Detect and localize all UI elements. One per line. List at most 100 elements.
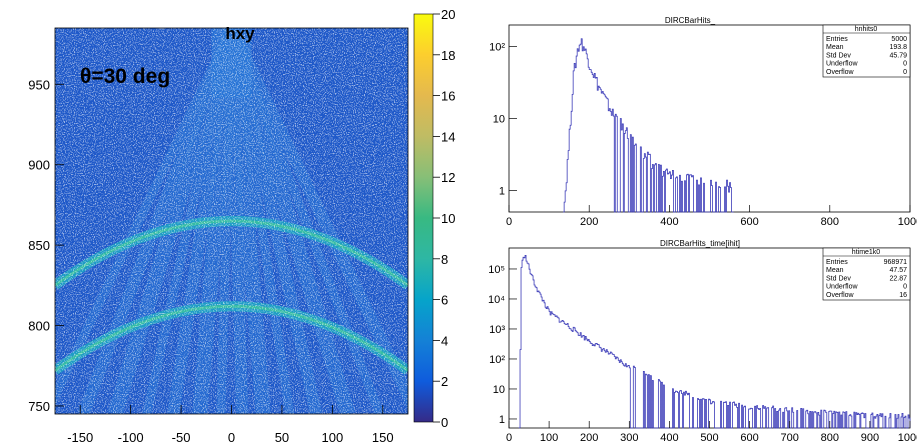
y-tick-label: 900 [28,158,50,173]
y-tick-label: 10⁴ [488,294,505,306]
stat-label: Overflow [826,69,855,76]
colorbar-gradient [414,14,433,422]
x-tick-label: -50 [172,430,191,445]
x-tick-label: 400 [660,216,678,228]
colorbar-tick-label: 10 [441,211,455,226]
y-tick-label: 10² [489,354,505,366]
y-tick-label: 750 [28,399,50,414]
stat-value: 193.8 [889,44,907,51]
stat-label: Overflow [826,292,855,299]
x-tick-label: 0 [506,216,512,228]
colorbar-tick-label: 12 [441,170,455,185]
x-tick-label: 100 [540,432,558,444]
hist-nhits-title: DIRCBarHits_ [665,16,716,25]
colorbar-axis: 0 2 4 6 8 10 12 14 16 18 20 [433,7,455,430]
stat-value: 0 [903,284,907,291]
hist-nhits-plot [563,38,734,213]
x-tick-label: 200 [580,432,598,444]
heatmap-x-axis: -150 -100 -50 0 50 100 150 [67,405,394,445]
colorbar-tick-label: 16 [441,89,455,104]
x-tick-label: 600 [740,432,758,444]
x-tick-label: -150 [67,430,93,445]
y-tick-label: 1 [499,414,505,426]
y-tick-label: 950 [28,77,50,92]
stat-label: Std Dev [826,275,851,282]
stat-value: 45.79 [889,52,907,59]
colorbar-tick-label: 18 [441,48,455,63]
x-tick-label: 100 [322,430,344,445]
x-tick-label: -100 [118,430,144,445]
x-tick-label: 150 [372,430,394,445]
heatmap-features [55,28,408,414]
x-tick-label: 0 [506,432,512,444]
hist-nhits-x-axis: 0 200 400 600 800 1000 [506,205,917,228]
hist-time-x-axis: 0 100 200 300 400 500 600 700 800 900 1000 [506,421,917,444]
colorbar-tick-label: 0 [441,415,448,430]
stat-label: Mean [826,44,844,51]
histogram-line [563,38,734,213]
heatmap-panel: -150 -100 -50 0 50 100 150 750 800 850 900 950 hxy… [28,24,409,445]
x-tick-label: 600 [740,216,758,228]
statbox-frame [822,247,911,301]
y-tick-label: 10³ [489,324,505,336]
x-tick-label: 1000 [898,216,917,228]
x-tick-label: 800 [821,216,839,228]
x-tick-label: 200 [580,216,598,228]
hist-time-title: DIRCBarHits_time[ihit] [660,239,740,248]
stat-label: Entries [826,36,848,43]
stat-value: 5000 [891,36,907,43]
stat-value: 0 [903,61,907,68]
y-tick-label: 800 [28,319,50,334]
y-tick-label: 850 [28,238,50,253]
statbox-rows: Entries 968971 Mean 47.57 Std Dev 22.87 Underf… [826,259,907,299]
x-tick-label: 500 [700,432,718,444]
x-tick-label: 0 [228,430,235,445]
colorbar-tick-label: 14 [441,129,455,144]
histogram-line [518,254,911,429]
hist-nhits-panel: DIRCBarHits_ 0 200 400 600 800 1000 1 10 10² hn… [489,16,917,228]
stat-value: 968971 [884,259,907,266]
stat-label: Underflow [826,61,858,68]
stat-label: Mean [826,267,844,274]
colorbar-tick-label: 20 [441,7,455,22]
hist-time-y-axis: 1 10 10² 10³ 10⁴ 10⁵ [488,264,517,426]
hist-time-statbox: htime1k0 Entries 968971 Mean 47.57 Std Dev 22… [822,247,911,301]
x-tick-label: 800 [821,432,839,444]
heatmap-y-axis: 750 800 850 900 950 [28,77,64,414]
stat-label: Std Dev [826,52,851,59]
x-tick-label: 50 [275,430,289,445]
hist-nhits-y-axis: 1 10 10² [489,42,517,197]
noise-speckle [55,28,408,414]
colorbar-tick-label: 2 [441,374,448,389]
stat-value: 16 [899,292,907,299]
x-tick-label: 400 [660,432,678,444]
hist-time-plot [518,254,911,429]
y-tick-label: 10² [489,42,505,54]
colorbar-tick-label: 8 [441,252,448,267]
x-tick-label: 900 [861,432,879,444]
x-tick-label: 1000 [898,432,917,444]
stat-value: 47.57 [889,267,907,274]
y-tick-label: 1 [499,185,505,197]
statbox-frame [822,24,911,78]
colorbar-tick-label: 6 [441,293,448,308]
y-tick-label: 10 [493,114,505,126]
statbox-rows: Entries 5000 Mean 193.8 Std Dev 45.79 Underflo… [826,36,907,76]
stat-value: 0 [903,69,907,76]
y-tick-label: 10⁵ [488,264,505,276]
heatmap-title: hxy [225,24,255,43]
stat-label: Underflow [826,284,858,291]
colorbar: 0 2 4 6 8 10 12 14 16 18 20 [413,7,455,430]
stat-value: 22.87 [889,275,907,282]
y-tick-label: 10 [493,384,505,396]
x-tick-label: 300 [620,432,638,444]
statbox-name: htime1k0 [852,249,881,256]
angle-annotation: θ=30 deg [80,65,170,88]
statbox-name: hnhits0 [855,26,878,33]
x-tick-label: 700 [781,432,799,444]
hist-nhits-statbox: hnhits0 Entries 5000 Mean 193.8 Std Dev 45.79… [822,24,911,78]
hist-time-panel: DIRCBarHits_time[ihit] 0 100 200 300 400 500 6… [488,239,917,444]
stat-label: Entries [826,259,848,266]
colorbar-tick-label: 4 [441,333,448,348]
